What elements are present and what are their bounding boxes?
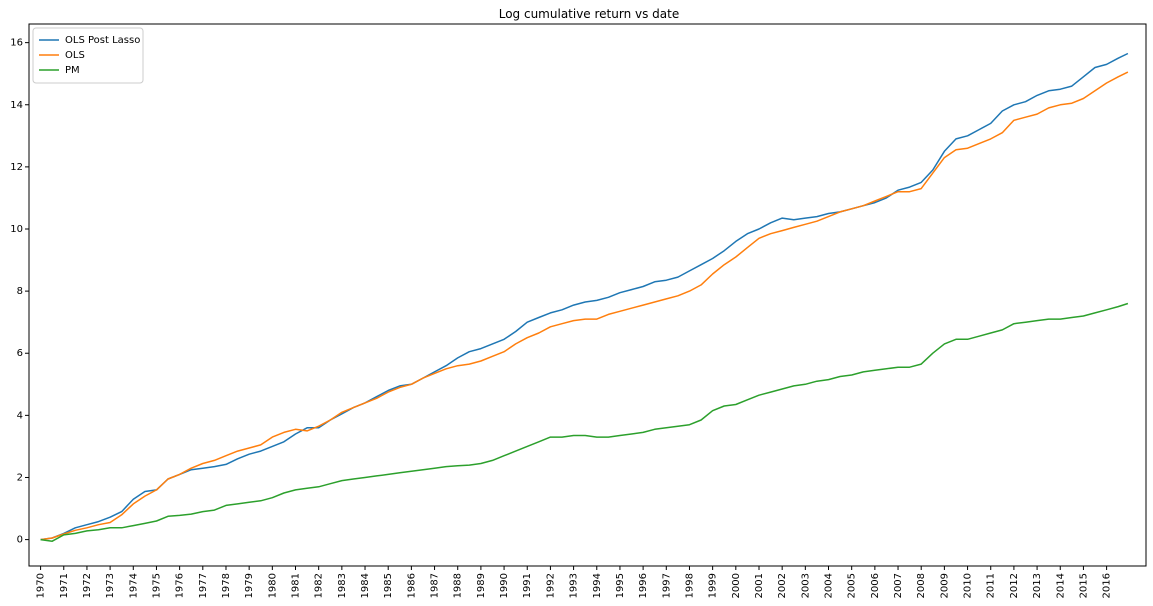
- x-tick-label: 1988: [453, 573, 464, 598]
- series-line-2: [40, 302, 1129, 542]
- x-tick-label: 1997: [661, 573, 672, 598]
- plot-frame: [28, 23, 1147, 567]
- x-tick-label: 2007: [893, 573, 904, 598]
- y-tick-label: 4: [17, 410, 23, 421]
- series-line-0: [40, 52, 1129, 541]
- x-tick-label: 2008: [916, 573, 927, 598]
- x-tick-label: 1980: [267, 573, 278, 598]
- y-tick-label: 12: [10, 162, 23, 173]
- x-tick-label: 1995: [615, 573, 626, 598]
- y-tick-label: 8: [17, 286, 23, 297]
- x-tick-label: 1970: [36, 573, 47, 598]
- y-tick-label: 14: [10, 100, 23, 111]
- y-tick-label: 0: [17, 535, 23, 546]
- x-tick-label: 1982: [314, 573, 325, 598]
- legend-label: OLS: [65, 50, 85, 61]
- x-tick-label: 2014: [1055, 573, 1066, 598]
- x-tick-label: 1975: [152, 573, 163, 598]
- x-tick-label: 2004: [824, 573, 835, 598]
- x-tick-label: 2002: [777, 573, 788, 598]
- x-tick-label: 1979: [244, 573, 255, 598]
- x-tick-label: 1993: [569, 573, 580, 598]
- x-tick-label: 1989: [476, 573, 487, 598]
- x-tick-label: 1987: [430, 573, 441, 598]
- x-tick-label: 1977: [198, 573, 209, 598]
- x-tick-label: 1994: [592, 573, 603, 598]
- x-tick-label: 1992: [545, 573, 556, 598]
- y-tick-label: 2: [17, 472, 23, 483]
- y-tick-label: 6: [17, 348, 23, 359]
- x-tick-label: 2013: [1032, 573, 1043, 598]
- x-tick-label: 2000: [731, 573, 742, 598]
- plot-lines: [40, 52, 1129, 542]
- y-tick-label: 10: [10, 224, 23, 235]
- legend-label: OLS Post Lasso: [65, 35, 140, 46]
- x-tick-label: 1996: [638, 573, 649, 598]
- x-tick-label: 1990: [499, 573, 510, 598]
- x-tick-label: 1972: [82, 573, 93, 598]
- x-tick-label: 2010: [963, 573, 974, 598]
- x-tick-label: 1991: [522, 573, 533, 598]
- chart-title: Log cumulative return vs date: [499, 7, 680, 21]
- x-tick-label: 1974: [128, 573, 139, 598]
- x-tick-label: 1983: [337, 573, 348, 598]
- y-axis: 0 2 4 6 8 10 12 14 16: [10, 38, 29, 546]
- series-line-1: [40, 71, 1129, 541]
- x-tick-label: 1973: [105, 573, 116, 598]
- legend-label: PM: [65, 65, 80, 76]
- y-tick-label: 16: [10, 38, 23, 49]
- x-tick-label: 2003: [800, 573, 811, 598]
- x-tick-label: 2005: [847, 573, 858, 598]
- x-tick-label: 2011: [986, 573, 997, 598]
- legend-box: [32, 27, 144, 84]
- x-tick-label: 1985: [383, 573, 394, 598]
- x-tick-label: 2015: [1078, 573, 1089, 598]
- x-tick-label: 1978: [221, 573, 232, 598]
- x-tick-label: 2001: [754, 573, 765, 598]
- x-tick-label: 1986: [406, 573, 417, 598]
- x-tick-label: 1971: [59, 573, 70, 598]
- x-tick-label: 1984: [360, 573, 371, 598]
- x-tick-label: 1981: [291, 573, 302, 598]
- x-tick-label: 1976: [175, 573, 186, 598]
- x-tick-label: 2009: [939, 573, 950, 598]
- x-tick-label: 2006: [870, 573, 881, 598]
- x-tick-label: 1999: [708, 573, 719, 598]
- x-tick-label: 2016: [1102, 573, 1113, 598]
- legend: OLS Post Lasso OLS PM: [32, 27, 144, 84]
- x-tick-label: 1998: [685, 573, 696, 598]
- x-axis: 1970 1971 1972 1973 1974 1975 1976 1977 1978 1979…: [36, 566, 1113, 599]
- x-tick-label: 2012: [1009, 573, 1020, 598]
